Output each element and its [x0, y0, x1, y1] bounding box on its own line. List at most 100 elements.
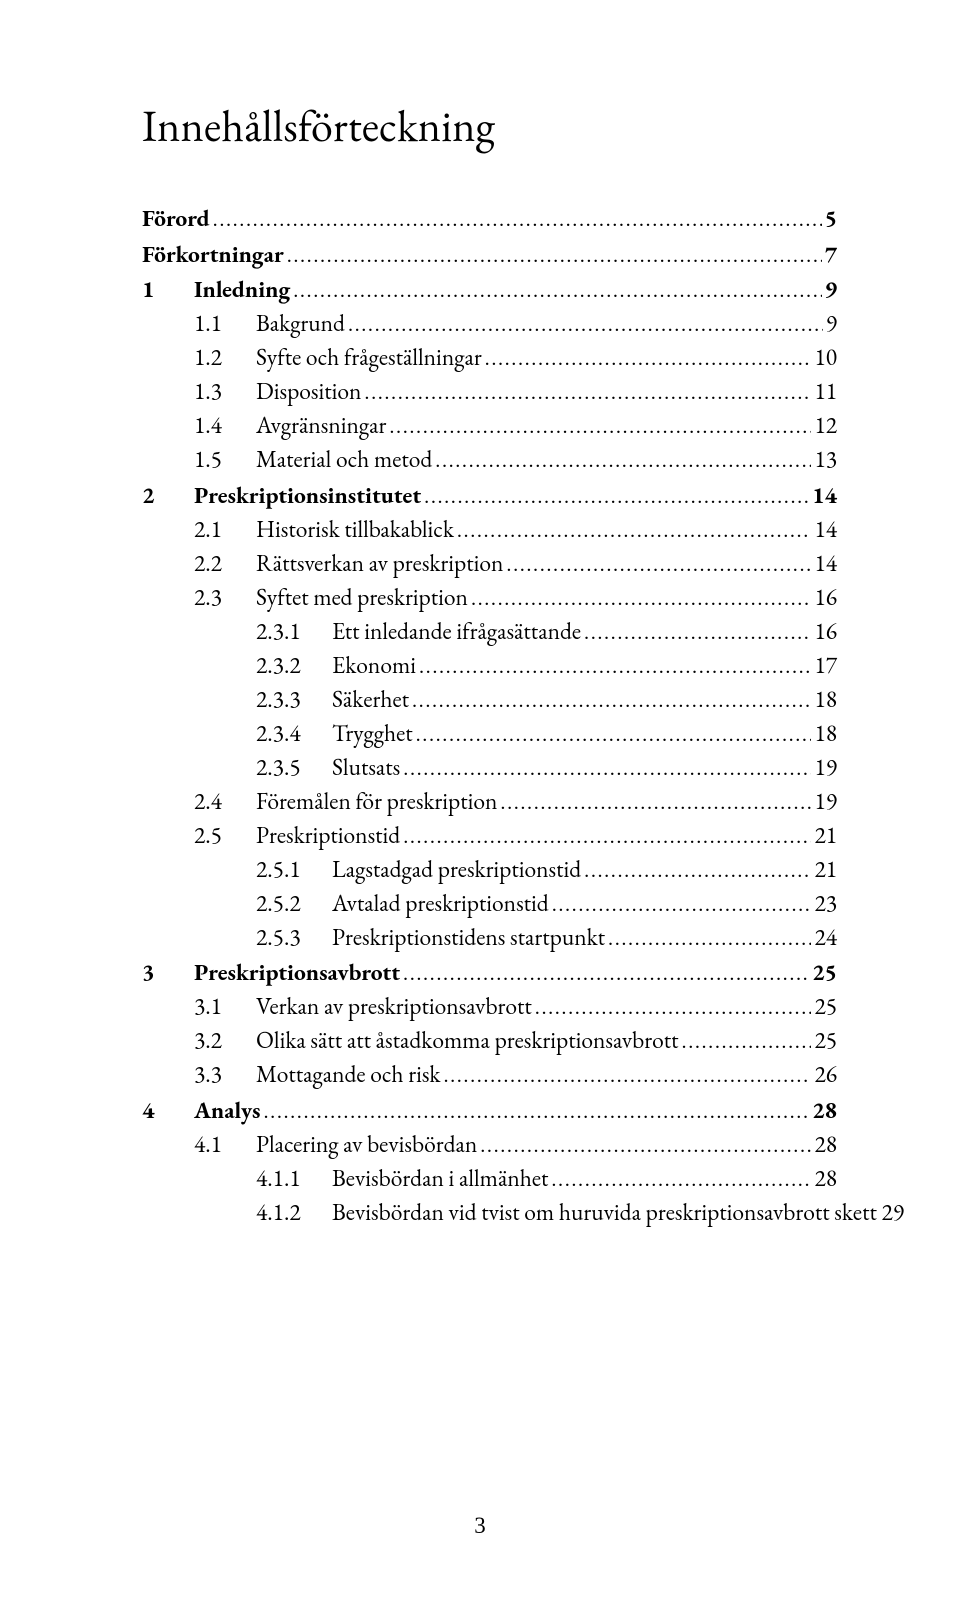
toc-entry-number: 1.1	[194, 312, 256, 336]
toc-leader-dots	[403, 757, 811, 779]
toc-entry-label: Säkerhet	[332, 688, 409, 712]
toc-entry-label: Förord	[142, 207, 210, 231]
toc-entry-number: 2	[142, 484, 194, 508]
toc-entry-page: 28	[814, 1167, 837, 1191]
toc-entry-label: Avtalad preskriptionstid	[332, 892, 549, 916]
toc-entry-number: 2.3.5	[256, 756, 332, 780]
toc-entry-number: 3.1	[194, 995, 256, 1019]
toc-entry-label: Preskriptionsavbrott	[194, 961, 400, 985]
toc-entry-number: 1.4	[194, 414, 256, 438]
toc-entry-label: Ett inledande ifrågasättande	[332, 620, 581, 644]
toc-leader-dots	[471, 587, 812, 609]
toc-entry-page: 9	[825, 278, 837, 302]
toc-entry-page: 16	[814, 586, 837, 610]
toc-entry: Förord 5	[142, 207, 837, 231]
toc-entry-number: 2.1	[194, 518, 256, 542]
toc-entry-page: 11	[814, 380, 837, 404]
toc-entry: 2.3.5Slutsats19	[142, 756, 837, 780]
toc-entry: 3Preskriptionsavbrott25	[142, 961, 837, 985]
toc-entry-label: Olika sätt att åstadkomma preskriptionsa…	[256, 1029, 679, 1053]
toc-entry-number: 2.5.3	[256, 926, 332, 950]
toc-entry-number: 1.3	[194, 380, 256, 404]
toc-entry: 2.5.3Preskriptionstidens startpunkt24	[142, 926, 837, 950]
toc-entry-number: 3.2	[194, 1029, 256, 1053]
toc-entry: 1.5Material och metod 13	[142, 448, 837, 472]
toc-entry-number: 1	[142, 278, 194, 302]
toc-entry-number: 2.5.1	[256, 858, 332, 882]
toc-entry-label: Rättsverkan av preskription	[256, 552, 503, 576]
toc-entry-number: 2.5.2	[256, 892, 332, 916]
toc-entry-label: Disposition	[256, 380, 361, 404]
toc-entry-number: 2.3.4	[256, 722, 332, 746]
toc-leader-dots	[584, 621, 811, 643]
toc-entry-number: 1.5	[194, 448, 256, 472]
toc-leader-dots	[443, 1064, 811, 1086]
toc-entry-number: 2.4	[194, 790, 256, 814]
toc-entry-label: Slutsats	[332, 756, 400, 780]
toc-entry-label: Material och metod	[256, 448, 432, 472]
toc-entry-page: 10	[814, 346, 837, 370]
toc-entry-label: Historisk tillbakablick	[256, 518, 454, 542]
toc-leader-dots	[480, 1134, 811, 1156]
toc-leader-dots	[403, 962, 809, 984]
toc-entry-page: 23	[814, 892, 837, 916]
toc-entry-number: 2.3.1	[256, 620, 332, 644]
page-title: Innehållsförteckning	[142, 98, 837, 155]
toc-entry-page: 14	[814, 552, 837, 576]
toc-entry-page: 14	[814, 518, 837, 542]
toc-leader-dots	[348, 313, 823, 335]
toc-entry: 2.5.1Lagstadgad preskriptionstid21	[142, 858, 837, 882]
toc-entry: 2Preskriptionsinstitutet14	[142, 484, 837, 508]
toc-leader-dots	[608, 927, 811, 949]
toc-leader-dots	[506, 553, 811, 575]
toc-entry-label: Verkan av preskriptionsavbrott	[256, 995, 532, 1019]
toc-entry-page: 18	[814, 722, 837, 746]
toc-entry: 3.3Mottagande och risk26	[142, 1063, 837, 1087]
page-number: 3	[0, 1513, 960, 1539]
toc-entry-page: 5	[825, 207, 837, 231]
toc-entry-label: Bevisbördan i allmänhet	[332, 1167, 548, 1191]
toc-entry: 1.3Disposition 11	[142, 380, 837, 404]
toc-entry-label: Syftet med preskription	[256, 586, 468, 610]
toc-entry: 1.1Bakgrund9	[142, 312, 837, 336]
toc-entry-page: 24	[814, 926, 837, 950]
toc-entry-label: Mottagande och risk	[256, 1063, 440, 1087]
toc-entry: 4Analys28	[142, 1099, 837, 1123]
toc-entry-page: 25	[814, 995, 837, 1019]
toc-entry: 4.1.1Bevisbördan i allmänhet28	[142, 1167, 837, 1191]
toc-entry: 2.3.3Säkerhet18	[142, 688, 837, 712]
toc-entry-page: 18	[814, 688, 837, 712]
toc-entry-label: Preskriptionsinstitutet	[194, 484, 421, 508]
toc-entry-number: 2.5	[194, 824, 256, 848]
toc-entry-page: 21	[814, 858, 837, 882]
toc-entry-label: Ekonomi	[332, 654, 416, 678]
toc-entry-page: 12	[814, 414, 837, 438]
toc-entry-label: Förkortningar	[142, 243, 284, 267]
toc-entry-page: 28	[812, 1099, 837, 1123]
toc-entry-page: 19	[814, 790, 837, 814]
toc-entry: 2.4Föremålen för preskription 19	[142, 790, 837, 814]
toc-entry: 3.1Verkan av preskriptionsavbrott 25	[142, 995, 837, 1019]
toc-leader-dots	[552, 893, 812, 915]
toc-entry: 1Inledning9	[142, 278, 837, 302]
toc-entry: 1.4Avgränsningar 12	[142, 414, 837, 438]
toc-leader-dots	[500, 791, 811, 813]
toc-leader-dots	[364, 381, 811, 403]
toc-entry-label: Föremålen för preskription	[256, 790, 497, 814]
toc-entry: 1.2Syfte och frågeställningar10	[142, 346, 837, 370]
toc-leader-dots	[416, 723, 812, 745]
toc-entry-page: 25	[814, 1029, 837, 1053]
toc-entry: 2.3.4Trygghet18	[142, 722, 837, 746]
toc-entry: 2.2Rättsverkan av preskription14	[142, 552, 837, 576]
toc-entry-page: 7	[825, 243, 837, 267]
toc-entry-label: Avgränsningar	[256, 414, 386, 438]
toc-entry-page: 25	[812, 961, 837, 985]
toc-leader-dots	[389, 415, 811, 437]
toc-entry: 4.1Placering av bevisbördan28	[142, 1133, 837, 1157]
toc-entry-page: 13	[814, 448, 837, 472]
toc-leader-dots	[424, 485, 809, 507]
toc-entry-page: 17	[814, 654, 837, 678]
toc-entry-label: Syfte och frågeställningar	[256, 346, 482, 370]
toc-entry-number: 2.3.2	[256, 654, 332, 678]
toc-entry-label: Preskriptionstid	[256, 824, 400, 848]
